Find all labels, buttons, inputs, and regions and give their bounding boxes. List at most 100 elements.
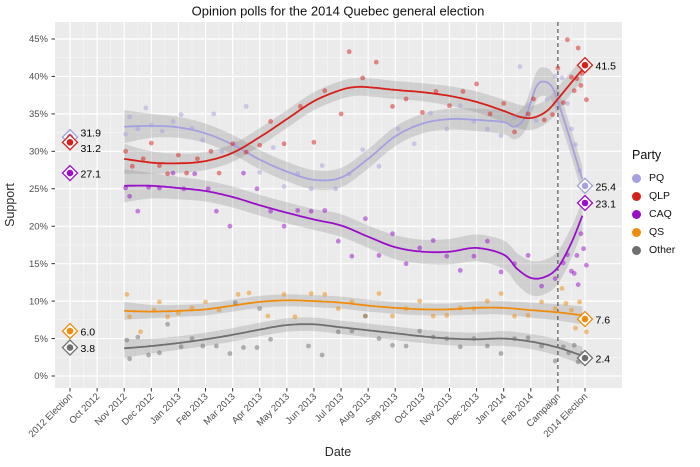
poll-point xyxy=(227,223,233,229)
poll-point xyxy=(577,168,582,174)
poll-point xyxy=(512,115,517,120)
poll-point xyxy=(577,299,582,305)
poll-point xyxy=(525,111,531,117)
poll-point xyxy=(541,117,547,123)
poll-point xyxy=(189,305,195,311)
poll-point xyxy=(403,343,409,349)
legend-item-label: PQ xyxy=(649,172,665,184)
poll-point xyxy=(395,126,401,132)
poll-point xyxy=(235,292,241,297)
election-marker-qs: 7.6 xyxy=(576,310,610,328)
poll-point xyxy=(485,298,490,304)
poll-point xyxy=(390,342,395,348)
y-tick-label: 10% xyxy=(29,296,49,307)
poll-point xyxy=(138,329,143,335)
poll-point xyxy=(232,300,238,305)
poll-point xyxy=(281,184,287,189)
poll-point xyxy=(157,185,162,191)
poll-point xyxy=(457,268,463,273)
poll-point xyxy=(444,126,450,132)
confidence-band-qlp xyxy=(124,58,583,174)
confidence-band-caq xyxy=(124,169,583,297)
poll-point xyxy=(243,149,249,155)
poll-point xyxy=(135,334,141,340)
poll-point xyxy=(552,358,558,364)
poll-point xyxy=(573,142,578,148)
election-dot xyxy=(581,182,589,190)
poll-point xyxy=(189,336,195,341)
poll-point xyxy=(254,345,260,350)
y-axis-title: Support xyxy=(3,183,54,227)
poll-point xyxy=(525,102,531,108)
poll-point xyxy=(376,163,382,169)
poll-point xyxy=(552,306,558,311)
poll-point xyxy=(208,148,214,154)
poll-point xyxy=(512,129,517,135)
election-marker-pq: 25.4 xyxy=(576,177,616,195)
poll-point xyxy=(124,337,130,343)
trend-line-qlp xyxy=(124,69,583,165)
y-axis-title-text: Support xyxy=(3,183,17,227)
poll-point xyxy=(390,231,395,237)
poll-point xyxy=(165,321,171,327)
election-dot xyxy=(581,61,589,69)
poll-point xyxy=(560,100,566,106)
poll-point xyxy=(512,313,517,319)
poll-point xyxy=(184,170,190,176)
poll-point xyxy=(124,292,130,297)
y-tick-label: 20% xyxy=(29,221,49,232)
poll-point xyxy=(346,49,352,55)
poll-point xyxy=(552,74,558,79)
x-tick-label: 2012 Election xyxy=(27,391,75,439)
poll-point xyxy=(569,126,574,132)
poll-point xyxy=(230,141,236,147)
poll-point xyxy=(170,119,176,124)
election-value-label: 2.4 xyxy=(595,354,610,366)
poll-point xyxy=(539,283,544,289)
poll-point xyxy=(363,216,368,222)
poll-point xyxy=(322,292,328,297)
legend-item-qlp: QLP xyxy=(632,187,675,205)
poll-point xyxy=(584,97,589,103)
poll-point xyxy=(485,343,490,349)
poll-point xyxy=(565,101,570,106)
poll-point xyxy=(135,208,141,214)
poll-point xyxy=(281,141,287,147)
poll-point xyxy=(533,118,539,123)
legend-item-qs: QS xyxy=(632,223,675,241)
election-value-label: 3.8 xyxy=(81,343,96,355)
poll-point xyxy=(471,119,477,124)
poll-point xyxy=(555,65,561,71)
poll-point xyxy=(471,306,477,311)
poll-point xyxy=(123,185,128,191)
legend-swatch-icon xyxy=(632,227,641,237)
election-value-label: 41.5 xyxy=(595,61,616,73)
poll-point xyxy=(178,344,184,350)
poll-point xyxy=(335,306,341,311)
election-value-label: 27.1 xyxy=(81,169,102,181)
poll-point xyxy=(311,139,317,145)
poll-point xyxy=(539,343,544,349)
poll-point xyxy=(243,104,249,109)
legend-item-label: CAQ xyxy=(649,208,672,220)
poll-point xyxy=(417,298,423,304)
y-tick-label: 25% xyxy=(29,184,49,195)
legend-item-label: Other xyxy=(649,244,676,256)
trend-line-qs xyxy=(124,299,583,317)
legend-item-caq: CAQ xyxy=(632,205,675,223)
poll-point xyxy=(246,290,252,296)
election-dot xyxy=(581,354,589,362)
poll-point xyxy=(159,128,165,134)
poll-point xyxy=(552,276,558,281)
poll-point xyxy=(578,231,584,237)
poll-point xyxy=(333,186,338,192)
poll-point xyxy=(471,336,477,341)
poll-point xyxy=(501,101,507,106)
poll-point xyxy=(584,262,589,268)
poll-point xyxy=(227,351,233,356)
poll-point xyxy=(428,110,433,116)
legend: Party PQ QLP CAQ QS Other xyxy=(632,148,675,259)
poll-point xyxy=(559,286,565,291)
poll-point xyxy=(544,96,550,102)
